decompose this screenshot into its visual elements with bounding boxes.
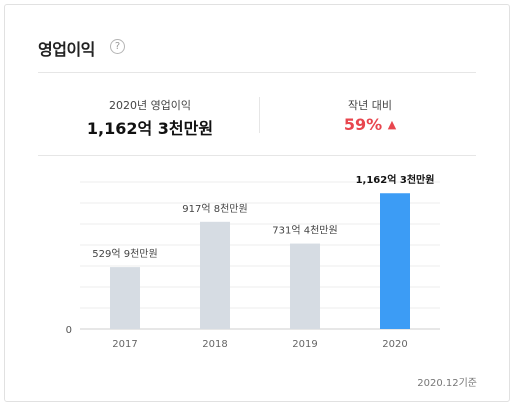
bar-2019: [290, 243, 320, 329]
bar-2020: [380, 193, 410, 329]
data-label-2017: 529억 9천만원: [92, 248, 157, 260]
x-tick-2019: 2019: [292, 339, 317, 350]
yoy-label: 작년 대비: [348, 99, 392, 112]
bar-2018: [200, 221, 230, 329]
current-year-value: 1,162억 3천만원: [86, 119, 214, 138]
help-icon[interactable]: ?: [110, 39, 125, 54]
data-label-2018: 917억 8천만원: [182, 203, 247, 215]
summary-separator: [259, 97, 260, 133]
divider-top: [38, 72, 476, 73]
data-label-2020: 1,162억 3천만원: [356, 173, 435, 186]
data-label-2019: 731억 4천만원: [272, 225, 337, 237]
footnote-date: 2020.12기준: [417, 378, 477, 389]
x-tick-2017: 2017: [112, 339, 137, 350]
divider-middle: [38, 155, 476, 156]
yoy-value: 59%: [343, 115, 383, 134]
x-tick-2018: 2018: [202, 339, 227, 350]
up-arrow-icon: ▲: [387, 118, 397, 131]
section-title: 영업이익: [38, 40, 95, 59]
yoy-value-group: 59% ▲: [300, 115, 440, 134]
current-year-label: 2020년 영업이익: [108, 99, 192, 112]
x-tick-2020: 2020: [382, 339, 407, 350]
bar-2017: [110, 267, 140, 329]
bars: [110, 193, 410, 329]
y-tick-label: 0: [66, 325, 72, 336]
